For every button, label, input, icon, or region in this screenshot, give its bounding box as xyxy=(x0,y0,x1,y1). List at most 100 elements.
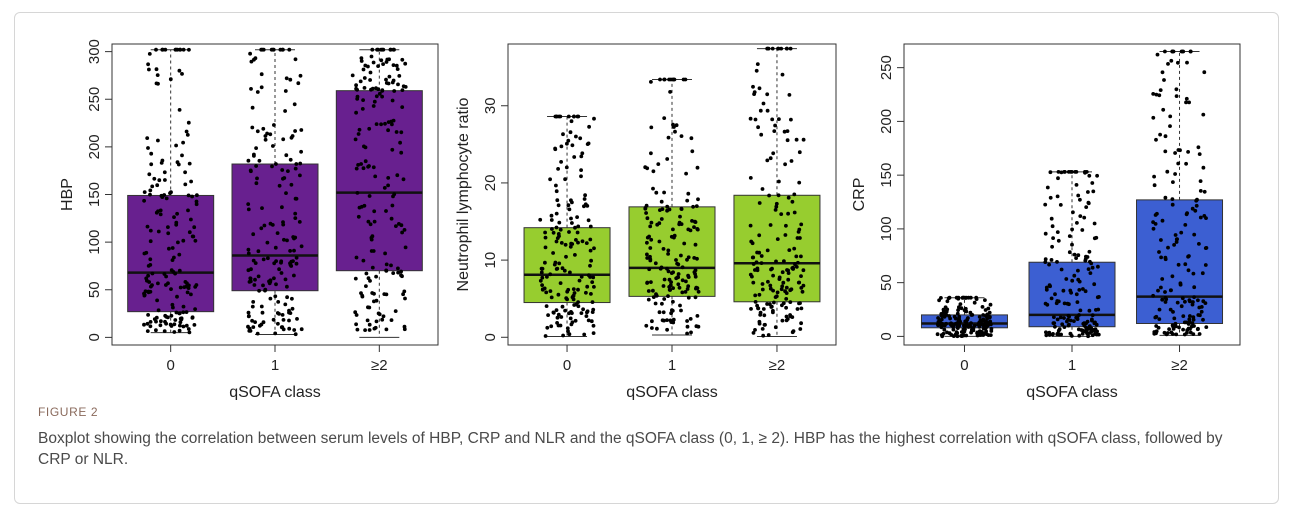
data-point xyxy=(696,197,700,202)
data-point xyxy=(363,63,368,68)
data-point xyxy=(579,274,584,279)
data-point xyxy=(246,251,251,256)
data-point xyxy=(957,305,961,310)
data-point xyxy=(546,313,550,317)
data-point xyxy=(1180,49,1185,54)
data-point xyxy=(788,300,793,304)
data-point xyxy=(579,174,583,179)
data-point xyxy=(939,296,943,300)
data-point xyxy=(573,253,577,257)
data-point xyxy=(685,324,690,329)
data-point xyxy=(563,242,568,247)
data-point xyxy=(555,266,560,271)
data-point xyxy=(274,259,278,263)
data-point xyxy=(367,164,371,168)
data-point xyxy=(1151,293,1155,298)
data-point xyxy=(298,173,302,178)
data-point xyxy=(1074,292,1079,297)
jitter-points xyxy=(142,47,199,335)
data-point xyxy=(1200,271,1205,276)
data-point xyxy=(679,253,683,258)
data-point xyxy=(590,300,595,304)
data-point xyxy=(273,294,278,299)
y-tick-label: 200 xyxy=(878,109,895,134)
data-point xyxy=(1165,169,1170,174)
data-point xyxy=(1059,267,1064,272)
data-point xyxy=(1075,317,1080,321)
data-point xyxy=(1174,240,1179,244)
data-point xyxy=(298,161,303,166)
data-point xyxy=(692,225,696,230)
data-point xyxy=(1193,208,1198,213)
data-point xyxy=(782,129,787,134)
data-point xyxy=(1157,317,1162,321)
data-point xyxy=(361,98,365,102)
data-point xyxy=(668,318,673,323)
data-point xyxy=(172,330,177,334)
x-axis-label: qSOFA class xyxy=(626,384,718,400)
data-point xyxy=(572,291,577,295)
data-point xyxy=(788,288,793,293)
data-point xyxy=(369,249,374,253)
data-point xyxy=(261,257,266,262)
data-point xyxy=(403,61,408,66)
data-point xyxy=(381,314,386,319)
data-point xyxy=(186,208,190,213)
data-point xyxy=(374,274,378,279)
data-point xyxy=(955,311,960,316)
data-point xyxy=(543,235,548,240)
data-point xyxy=(1083,257,1088,262)
data-point xyxy=(1067,322,1071,327)
data-point xyxy=(769,305,774,309)
data-point xyxy=(969,328,974,332)
data-point xyxy=(293,216,298,221)
data-point xyxy=(292,328,297,332)
data-point xyxy=(757,201,762,205)
data-point xyxy=(761,333,766,338)
data-point xyxy=(685,331,689,336)
data-point xyxy=(1090,181,1095,185)
data-point xyxy=(947,295,952,300)
data-point xyxy=(799,321,803,326)
data-point xyxy=(375,47,379,52)
data-point xyxy=(175,294,179,299)
data-point xyxy=(965,317,970,322)
data-point xyxy=(1163,290,1167,294)
data-point xyxy=(1049,258,1054,262)
data-point xyxy=(557,220,562,225)
data-point xyxy=(281,318,286,322)
data-point xyxy=(956,295,961,300)
data-point xyxy=(656,162,661,167)
data-point xyxy=(281,137,286,142)
data-point xyxy=(268,296,273,301)
data-point xyxy=(146,146,150,150)
data-point xyxy=(781,280,786,285)
y-tick-label: 250 xyxy=(86,87,103,112)
data-point xyxy=(1201,112,1206,117)
data-point xyxy=(156,81,160,86)
data-point xyxy=(561,132,565,137)
data-point xyxy=(148,192,152,197)
data-point xyxy=(969,313,974,317)
data-point xyxy=(582,197,587,201)
data-point xyxy=(353,276,358,281)
data-point xyxy=(250,304,255,309)
data-point xyxy=(940,313,945,318)
data-point xyxy=(571,287,576,291)
data-point xyxy=(543,245,548,250)
jitter-points xyxy=(350,47,408,332)
data-point xyxy=(180,72,184,76)
data-point xyxy=(1090,265,1095,270)
data-point xyxy=(785,268,789,272)
data-point xyxy=(592,285,596,289)
data-point xyxy=(1092,236,1097,241)
data-point xyxy=(675,261,679,266)
data-point xyxy=(1056,170,1061,174)
data-point xyxy=(1170,197,1175,202)
data-point xyxy=(792,192,797,197)
data-point xyxy=(797,150,802,155)
data-point xyxy=(1198,189,1203,193)
data-point xyxy=(255,331,260,336)
data-point xyxy=(259,322,264,327)
data-point xyxy=(250,105,255,110)
